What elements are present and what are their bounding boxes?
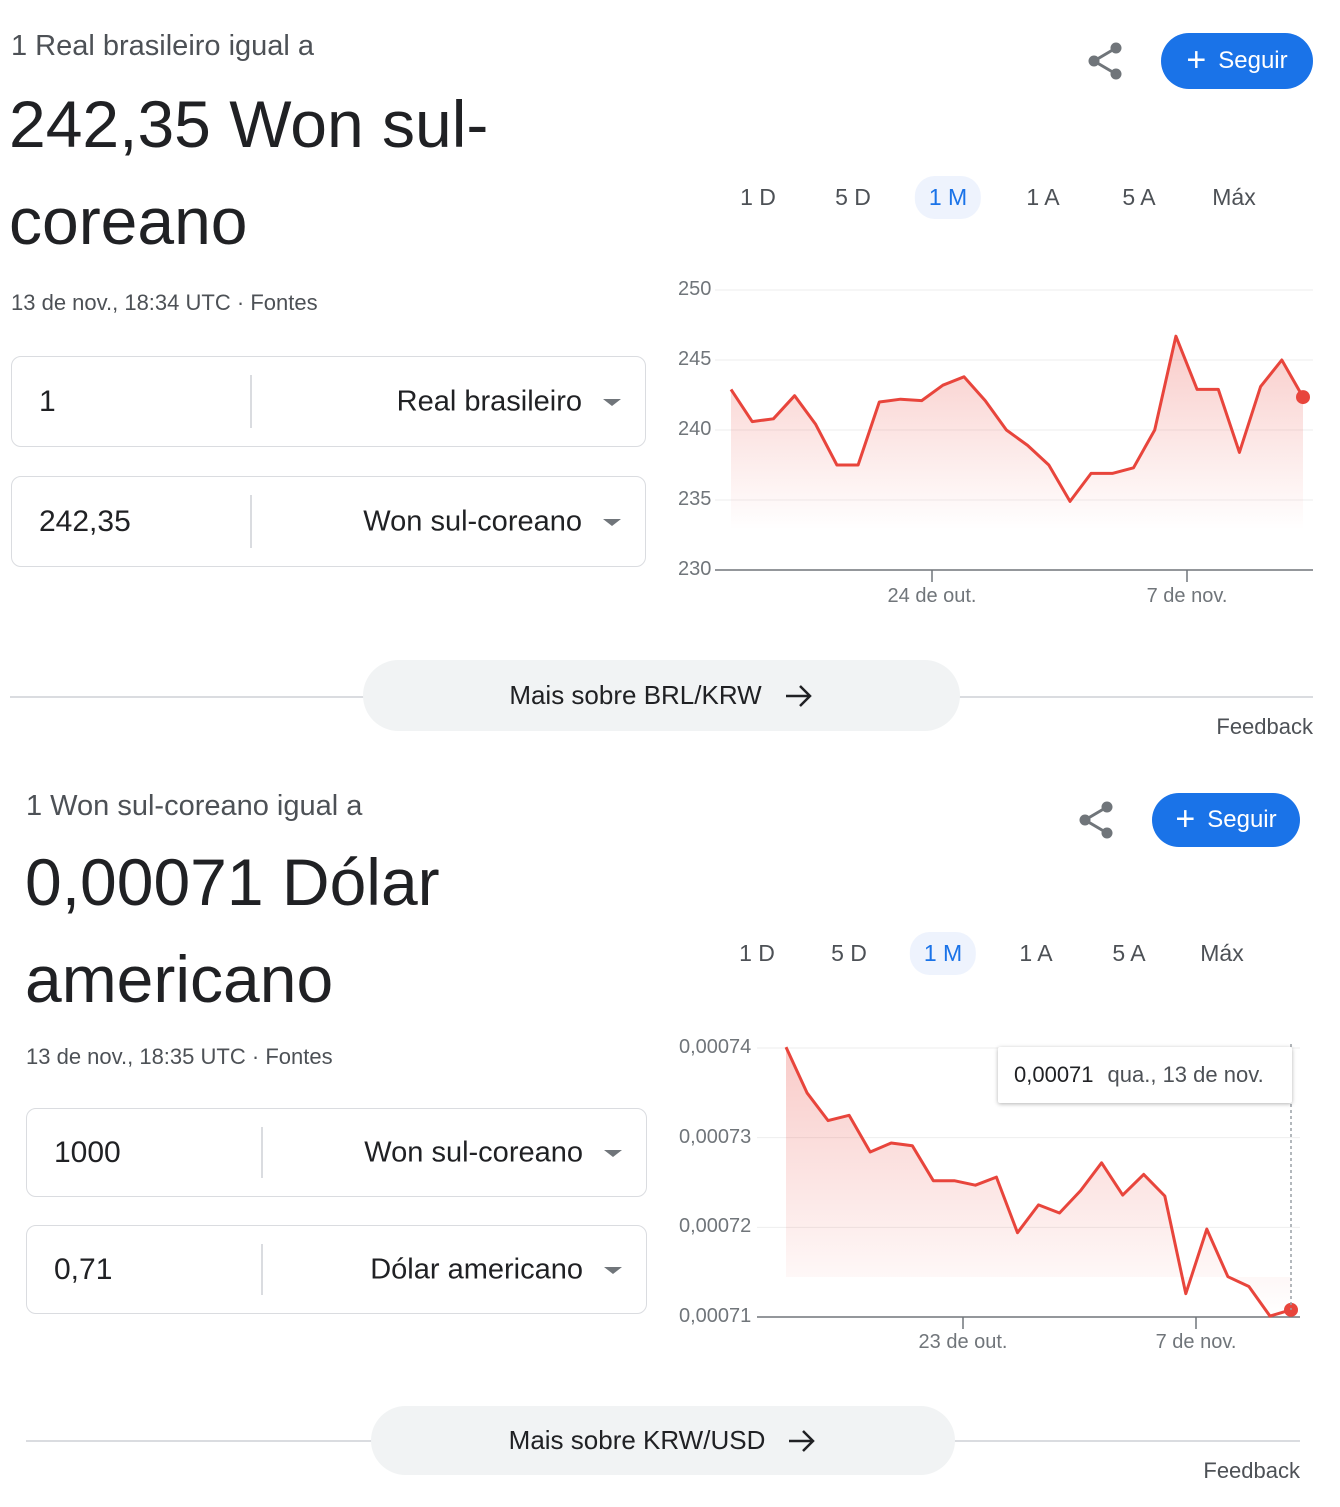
to-amount-row: 0,71 Dólar americano [26,1225,647,1314]
more-about-label: Mais sobre BRL/KRW [509,680,762,710]
result-line-2: coreano [9,184,248,258]
feedback-link[interactable]: Feedback [1216,714,1313,739]
y-tick-label: 245 [678,348,712,370]
y-tick-label: 0,00074 [679,1036,752,1058]
series-line [784,1046,1292,1318]
y-tick-label: 235 [678,488,712,510]
tab-5a[interactable]: 5 A [1122,184,1156,210]
separator: · [236,290,245,315]
tab-1a[interactable]: 1 A [1019,940,1053,966]
tooltip-value: 0,00071 [1014,1062,1094,1087]
x-tick-label: 7 de nov. [1155,1331,1237,1353]
divider [261,1127,263,1178]
y-tick-label: 240 [678,418,712,440]
chevron-down-icon[interactable] [604,1266,622,1274]
plus-icon: + [1186,40,1207,79]
chevron-down-icon[interactable] [603,398,621,406]
arrow-right-icon [789,1429,816,1452]
from-amount-row: 1 Real brasileiro [11,356,646,447]
timestamp-line: 13 de nov., 18:35 UTC · Fontes [26,1044,333,1070]
divider [250,495,252,548]
y-tick-label: 0,00073 [679,1125,752,1148]
y-tick-label: 230 [678,558,712,580]
conversion-subtitle: 1 Real brasileiro igual a [11,30,315,62]
to-currency-select[interactable]: Dólar americano [370,1253,583,1285]
tab-1m[interactable]: 1 M [909,932,977,975]
to-amount-input[interactable]: 0,71 [54,1252,113,1286]
tab-5d[interactable]: 5 D [831,940,867,966]
sources-link[interactable]: Fontes [265,1044,333,1069]
timestamp: 13 de nov., 18:35 UTC [26,1044,246,1069]
from-currency-select[interactable]: Real brasileiro [396,385,582,417]
tab-1d[interactable]: 1 D [740,184,776,210]
x-tick-label: 24 de out. [887,585,977,607]
result-line-1: 242,35 Won sul- [9,87,489,161]
chevron-down-icon[interactable] [603,518,621,526]
y-tick-label: 250 [678,278,712,300]
plus-icon: + [1175,799,1196,838]
sources-link[interactable]: Fontes [250,290,318,315]
follow-label: Seguir [1218,47,1288,74]
to-amount-row: 242,35 Won sul-coreano [11,476,646,567]
chart-tooltip: 0,00071 qua., 13 de nov. [998,1047,1292,1103]
tab-5a[interactable]: 5 A [1112,940,1146,966]
x-tick-label: 7 de nov. [1146,585,1228,607]
separator: · [251,1044,260,1069]
tab-1m[interactable]: 1 M [914,176,982,219]
series-area [731,336,1303,530]
timestamp: 13 de nov., 18:34 UTC [11,290,231,315]
share-icon[interactable] [1085,41,1125,81]
tab-5d[interactable]: 5 D [835,184,871,210]
arrow-right-icon [785,684,812,707]
timestamp-line: 13 de nov., 18:34 UTC · Fontes [11,290,318,316]
conversion-result: 242,35 Won sul- coreano [9,76,649,270]
divider [250,375,252,428]
from-amount-row: 1000 Won sul-coreano [26,1108,647,1197]
y-tick-label: 0,00072 [679,1215,752,1238]
to-amount-input[interactable]: 242,35 [39,504,131,538]
tab-max[interactable]: Máx [1200,940,1244,966]
result-line-1: 0,00071 Dólar [25,845,440,919]
from-amount-input[interactable]: 1000 [54,1135,121,1169]
follow-button[interactable]: + Seguir [1161,33,1313,89]
feedback-link[interactable]: Feedback [1203,1458,1300,1483]
more-about-button[interactable]: Mais sobre KRW/USD [371,1406,955,1475]
result-line-2: americano [25,942,334,1016]
conversion-result: 0,00071 Dólar americano [25,834,665,1028]
tab-1a[interactable]: 1 A [1026,184,1060,210]
from-amount-input[interactable]: 1 [39,384,56,418]
more-about-label: Mais sobre KRW/USD [508,1425,766,1455]
follow-label: Seguir [1207,806,1277,833]
chevron-down-icon[interactable] [604,1149,622,1157]
conversion-subtitle: 1 Won sul-coreano igual a [26,790,363,822]
more-about-button[interactable]: Mais sobre BRL/KRW [363,660,960,731]
divider [261,1244,263,1295]
follow-button[interactable]: + Seguir [1152,793,1300,847]
x-tick-label: 23 de out. [918,1331,1008,1353]
series-area [786,1047,1291,1317]
tab-max[interactable]: Máx [1212,184,1256,210]
y-tick-label: 0,00071 [679,1305,752,1327]
tooltip-date: qua., 13 de nov. [1107,1062,1264,1087]
from-currency-select[interactable]: Won sul-coreano [364,1136,583,1168]
to-currency-select[interactable]: Won sul-coreano [363,505,582,537]
tab-1d[interactable]: 1 D [739,940,775,966]
current-value-dot [1296,390,1310,405]
series-line [729,334,1305,503]
share-icon[interactable] [1076,800,1116,840]
